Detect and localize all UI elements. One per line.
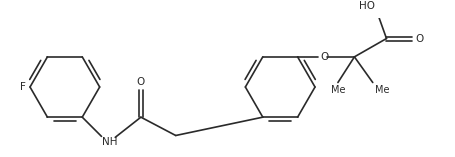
Text: Me: Me [374, 85, 389, 95]
Text: O: O [320, 52, 329, 62]
Text: Me: Me [331, 85, 345, 95]
Text: O: O [137, 77, 145, 87]
Text: O: O [416, 34, 424, 43]
Text: NH: NH [102, 137, 118, 147]
Text: HO: HO [359, 1, 375, 11]
Text: F: F [20, 82, 26, 92]
